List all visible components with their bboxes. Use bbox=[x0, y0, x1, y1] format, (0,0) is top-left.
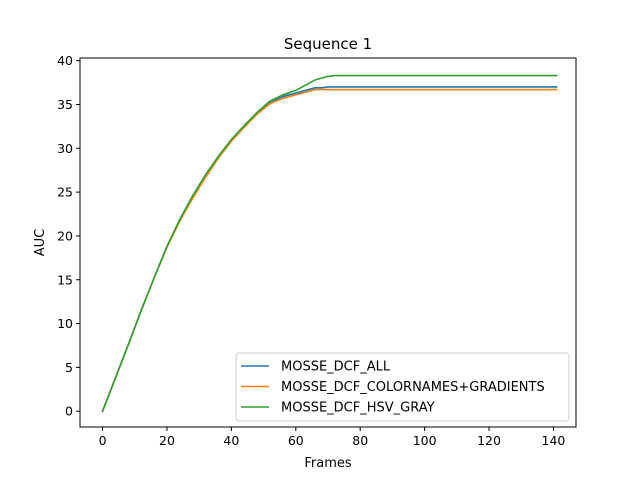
x-tick-label: 100 bbox=[413, 433, 437, 448]
x-axis-label: Frames bbox=[304, 456, 352, 471]
legend: MOSSE_DCF_ALL MOSSE_DCF_COLORNAMES+GRADIE… bbox=[235, 352, 570, 422]
y-tick-label: 20 bbox=[57, 228, 73, 243]
x-tick-label: 60 bbox=[288, 433, 304, 448]
y-tick-label: 0 bbox=[65, 404, 73, 419]
x-tick-label: 40 bbox=[223, 433, 239, 448]
plot-area bbox=[101, 74, 558, 413]
axes-frame bbox=[79, 57, 577, 428]
x-tick-label: 20 bbox=[159, 433, 175, 448]
y-axis-label: AUC bbox=[33, 229, 48, 257]
legend-label-3: MOSSE_DCF_HSV_GRAY bbox=[281, 401, 435, 416]
x-tick-label: 0 bbox=[99, 433, 107, 448]
y-tick-label: 35 bbox=[57, 97, 73, 112]
chart-title: Sequence 1 bbox=[284, 35, 372, 53]
y-tick-label: 25 bbox=[57, 185, 73, 200]
x-tick-label: 80 bbox=[352, 433, 368, 448]
y-tick-label: 10 bbox=[57, 316, 73, 331]
legend-label-1: MOSSE_DCF_ALL bbox=[281, 360, 391, 375]
y-tick-label: 30 bbox=[57, 141, 73, 156]
legend-box bbox=[235, 352, 570, 422]
y-tick-label: 15 bbox=[57, 272, 73, 287]
x-tick-label: 120 bbox=[477, 433, 501, 448]
y-tick-label: 5 bbox=[65, 360, 73, 375]
legend-label-2: MOSSE_DCF_COLORNAMES+GRADIENTS bbox=[281, 380, 545, 395]
y-tick-label: 40 bbox=[57, 53, 73, 68]
x-tick-label: 140 bbox=[542, 433, 566, 448]
axis-ticks: 0 20 40 60 80 100 120 140 0 5 10 15 20 25 30 35 40 bbox=[57, 53, 565, 448]
series-line-3 bbox=[101, 74, 558, 413]
